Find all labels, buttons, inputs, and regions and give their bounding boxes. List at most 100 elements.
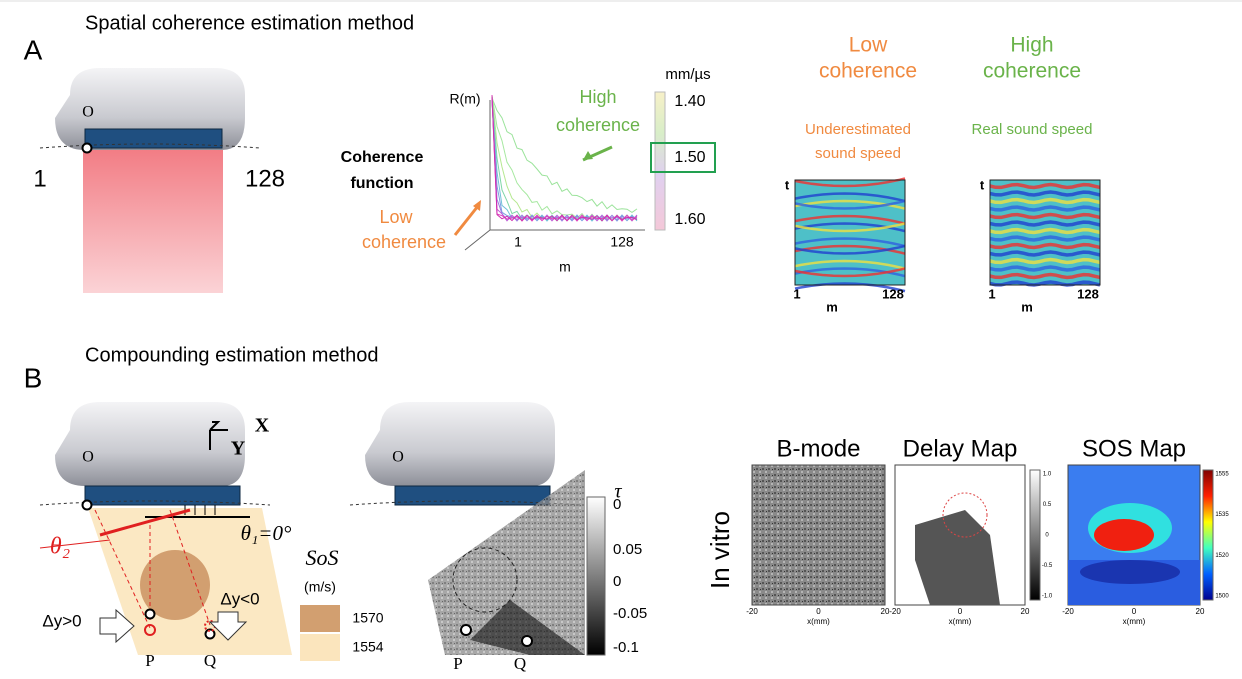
- map-title: Delay Map: [903, 435, 1018, 462]
- label: Q: [514, 654, 526, 673]
- map-heading: High: [1010, 34, 1053, 57]
- box: [300, 634, 340, 661]
- tick-label: 0: [613, 496, 621, 513]
- shape: [365, 402, 555, 486]
- map-title: SOS Map: [1082, 435, 1186, 462]
- label: 1554: [352, 639, 383, 655]
- tick-label: 1.50: [674, 149, 705, 166]
- label: function: [350, 175, 413, 192]
- page: { "panel_a": { "letter": "A", "title": "…: [0, 0, 1242, 679]
- label: θ₁=0°: [241, 521, 292, 545]
- tick-label: 0.05: [613, 541, 642, 558]
- label: Q: [204, 651, 216, 670]
- shape: [461, 625, 471, 635]
- box: [85, 129, 222, 148]
- colorbar-tick: 1520: [1215, 553, 1229, 559]
- box: [655, 92, 665, 230]
- colorbar-tick: 0: [1045, 533, 1049, 539]
- map-caption: sound speed: [815, 145, 901, 162]
- map-heading: Low: [849, 34, 888, 57]
- axis-label: m: [559, 259, 571, 275]
- tick-label: 0: [1132, 607, 1137, 616]
- shape: [1094, 519, 1154, 551]
- label: Y: [231, 438, 246, 460]
- box: [1030, 470, 1040, 600]
- shape: [146, 610, 155, 619]
- shape: [83, 501, 92, 510]
- tick-label: 128: [1077, 286, 1099, 301]
- tick-label: 128: [610, 234, 634, 250]
- map-title: B-mode: [776, 435, 860, 462]
- element-label: 1: [33, 165, 46, 192]
- label: 1570: [352, 610, 383, 626]
- tick-label: -20: [1062, 607, 1074, 616]
- label: P: [453, 654, 462, 673]
- axis-label: x(mm): [1123, 617, 1146, 626]
- label: High: [579, 87, 616, 107]
- label: Δy<0: [220, 589, 259, 608]
- box: [83, 150, 223, 293]
- map-heading: coherence: [983, 60, 1081, 83]
- tick-label: -0.05: [613, 605, 647, 622]
- tick-label: -0.1: [613, 639, 639, 656]
- box: [1203, 470, 1213, 600]
- axis-label: m: [1021, 299, 1033, 314]
- tick-label: 1: [988, 286, 995, 301]
- panel-letter: B: [24, 362, 43, 393]
- tick-label: -20: [889, 607, 901, 616]
- colorbar-tick: -0.5: [1042, 563, 1053, 569]
- panel-title: Spatial coherence estimation method: [85, 12, 414, 34]
- box: [752, 465, 885, 605]
- figure: ASpatial coherence estimation methodO112…: [0, 0, 1242, 679]
- shape: [990, 180, 1100, 285]
- tick-label: 1.60: [674, 211, 705, 228]
- box: [300, 605, 340, 632]
- label: X: [255, 415, 270, 437]
- axis-label: t: [980, 177, 985, 192]
- tick-label: 1: [793, 286, 800, 301]
- label: Δy>0: [42, 611, 81, 630]
- tick-label: 20: [1021, 607, 1030, 616]
- label: SoS: [306, 545, 339, 570]
- axis-label: m: [826, 299, 838, 314]
- colorbar-tick: 1.0: [1043, 472, 1052, 478]
- axis-label: x(mm): [949, 617, 972, 626]
- tick-label: 0: [958, 607, 963, 616]
- label: coherence: [362, 232, 446, 252]
- panel-title: Compounding estimation method: [85, 344, 379, 366]
- map-caption: Underestimated: [805, 121, 911, 138]
- tick-label: 20: [1196, 607, 1205, 616]
- shape: [795, 178, 905, 291]
- map-caption: Real sound speed: [972, 121, 1093, 138]
- tick-label: 1: [514, 234, 522, 250]
- label: O: [82, 449, 94, 466]
- tick-label: 128: [882, 286, 904, 301]
- panel-letter: A: [24, 34, 43, 65]
- shape: [465, 230, 490, 250]
- shape: [55, 402, 245, 486]
- colorbar-tick: 1535: [1215, 512, 1229, 518]
- shape: [1080, 560, 1180, 584]
- element-label: 128: [245, 165, 285, 192]
- shape: [455, 206, 478, 235]
- tick-label: 0: [816, 607, 821, 616]
- label: O: [392, 449, 404, 466]
- row-label: In vitro: [705, 511, 735, 589]
- colorbar-tick: 0.5: [1043, 502, 1052, 508]
- colorbar-tick: -1.0: [1042, 594, 1053, 600]
- axis-label: R(m): [449, 91, 480, 107]
- label: coherence: [556, 115, 640, 135]
- label: (m/s): [304, 579, 336, 595]
- colorbar-tick: 1500: [1215, 594, 1229, 600]
- label: Coherence: [341, 149, 424, 166]
- colorbar-tick: 1555: [1215, 472, 1229, 478]
- box: [587, 497, 605, 655]
- label: Low: [379, 207, 413, 227]
- scale-unit: mm/µs: [665, 66, 710, 83]
- shape: [83, 144, 92, 153]
- origin-label: O: [82, 104, 94, 121]
- tick-label: 1.40: [674, 93, 705, 110]
- axis-label: t: [785, 177, 790, 192]
- shape: [522, 636, 532, 646]
- tick-label: 0: [613, 573, 621, 590]
